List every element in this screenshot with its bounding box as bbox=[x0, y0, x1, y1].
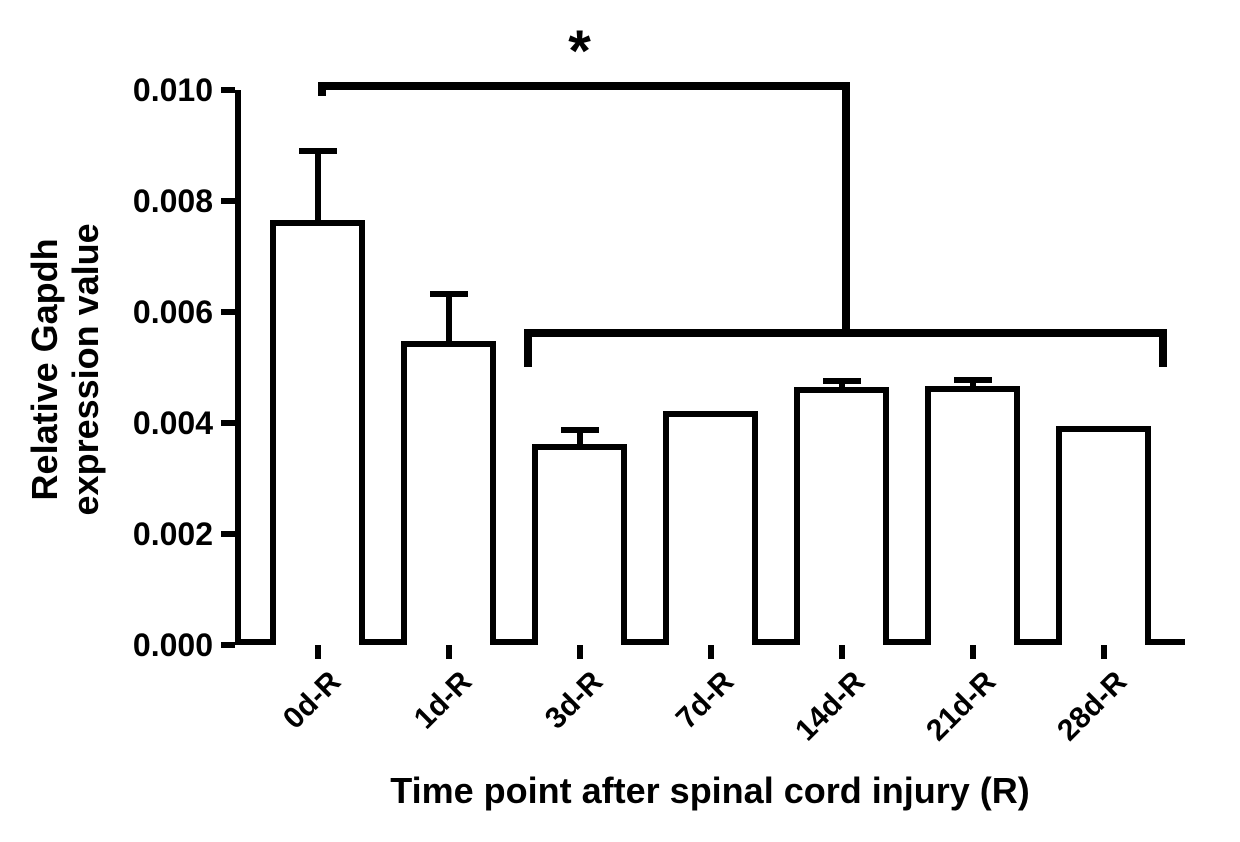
y-tick-mark bbox=[221, 642, 235, 648]
bar bbox=[925, 386, 1020, 645]
y-tick-label: 0.010 bbox=[103, 72, 213, 109]
group-bracket bbox=[1159, 329, 1167, 368]
bar bbox=[663, 411, 758, 645]
y-tick-label: 0.002 bbox=[103, 516, 213, 553]
y-tick-mark bbox=[221, 87, 235, 93]
x-tick-mark bbox=[1101, 645, 1107, 659]
y-tick-label: 0.000 bbox=[103, 627, 213, 664]
significance-star: * bbox=[550, 18, 610, 85]
y-axis-label: Relative Gapdh expression value bbox=[24, 91, 107, 646]
bar bbox=[794, 387, 889, 645]
bar bbox=[270, 220, 365, 645]
error-bar-cap bbox=[823, 378, 861, 384]
x-tick-mark bbox=[446, 645, 452, 659]
y-tick-label: 0.008 bbox=[103, 183, 213, 220]
x-tick-mark bbox=[708, 645, 714, 659]
y-tick-mark bbox=[221, 531, 235, 537]
x-tick-mark bbox=[970, 645, 976, 659]
x-tick-mark bbox=[315, 645, 321, 659]
y-tick-mark bbox=[221, 309, 235, 315]
significance-bracket bbox=[842, 82, 850, 329]
bar bbox=[1056, 426, 1151, 645]
group-bracket bbox=[524, 329, 532, 368]
group-bracket bbox=[524, 329, 1167, 337]
error-bar bbox=[446, 294, 452, 341]
error-bar bbox=[315, 151, 321, 220]
bar-chart: Relative Gapdh expression value Time poi… bbox=[0, 0, 1240, 842]
bar bbox=[532, 444, 627, 645]
y-tick-mark bbox=[221, 420, 235, 426]
error-bar-cap bbox=[954, 377, 992, 383]
bar bbox=[401, 341, 496, 645]
y-tick-label: 0.004 bbox=[103, 405, 213, 442]
y-tick-label: 0.006 bbox=[103, 294, 213, 331]
x-tick-mark bbox=[577, 645, 583, 659]
error-bar-cap bbox=[299, 148, 337, 154]
x-tick-mark bbox=[839, 645, 845, 659]
significance-bracket bbox=[318, 82, 326, 96]
error-bar-cap bbox=[561, 427, 599, 433]
error-bar-cap bbox=[430, 291, 468, 297]
y-tick-mark bbox=[221, 198, 235, 204]
